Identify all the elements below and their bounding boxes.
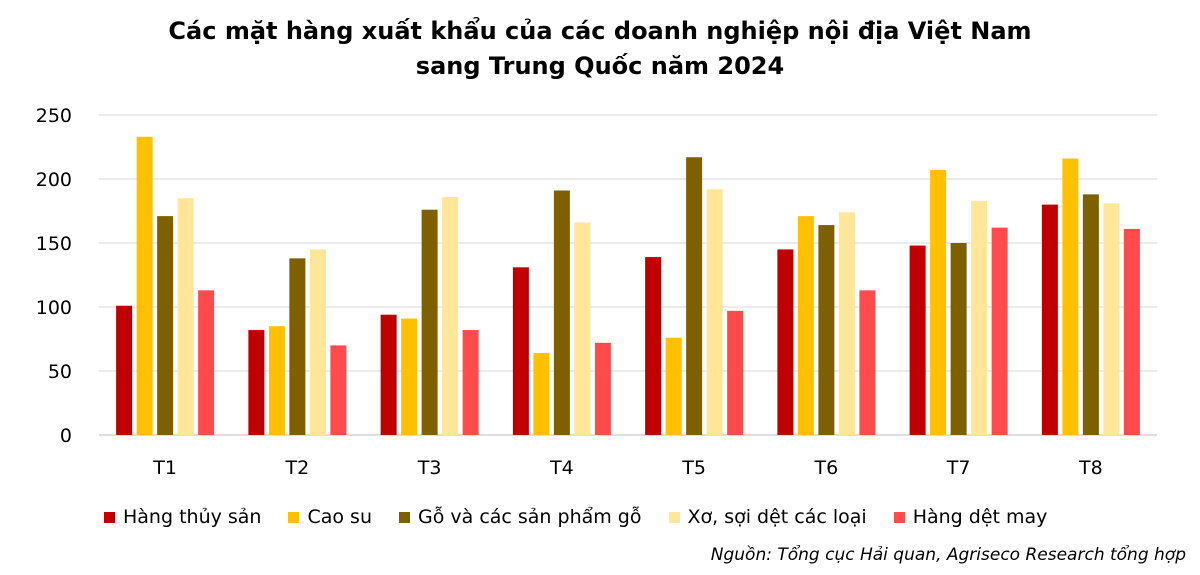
- bar-t7-series-1: [909, 245, 926, 435]
- x-tick-label: T3: [417, 457, 442, 479]
- legend-swatch: [288, 511, 300, 523]
- y-tick-label: 250: [36, 105, 72, 127]
- bar-t5-series-4: [706, 189, 723, 435]
- legend-item-2: Cao su: [288, 506, 372, 528]
- x-tick-label: T5: [681, 457, 706, 479]
- bar-t1-series-1: [116, 305, 133, 435]
- bar-t5-series-5: [727, 310, 744, 435]
- legend-label: Gỗ và các sản phẩm gỗ: [418, 506, 642, 528]
- legend-label: Hàng thủy sản: [123, 506, 262, 528]
- y-tick-label: 0: [60, 425, 72, 447]
- y-tick-label: 50: [48, 361, 72, 383]
- bar-t6-series-1: [777, 249, 794, 435]
- bar-t5-series-1: [645, 257, 662, 435]
- bar-t2-series-2: [268, 326, 285, 435]
- legend-item-3: Gỗ và các sản phẩm gỗ: [399, 506, 642, 528]
- bar-t8-series-1: [1041, 204, 1058, 435]
- bar-t4-series-2: [533, 353, 550, 435]
- x-tick-label: T7: [946, 457, 971, 479]
- x-tick-label: T8: [1078, 457, 1103, 479]
- bar-t2-series-4: [309, 249, 326, 435]
- bar-t4-series-1: [512, 267, 529, 435]
- bar-t7-series-3: [950, 243, 967, 435]
- bar-t5-series-3: [686, 157, 703, 436]
- chart-title-line-2: sang Trung Quốc năm 2024: [415, 52, 785, 80]
- bar-t3-series-5: [462, 330, 479, 435]
- y-tick-label: 150: [36, 233, 72, 255]
- bar-t4-series-4: [574, 222, 591, 435]
- bar-t7-series-4: [971, 200, 988, 435]
- legend-item-4: Xơ, sợi dệt các loại: [668, 506, 867, 528]
- x-tick-label: T2: [285, 457, 310, 479]
- bar-t7-series-2: [930, 170, 947, 436]
- bar-t4-series-3: [553, 190, 570, 435]
- bar-t1-series-2: [136, 136, 153, 435]
- bar-t6-series-3: [818, 225, 835, 435]
- legend: Hàng thủy sản Cao su Gỗ và các sản phẩm gỗ…: [104, 503, 1074, 531]
- x-tick-label: T4: [549, 457, 574, 479]
- bar-t7-series-5: [991, 227, 1008, 435]
- legend-label: Xơ, sợi dệt các loại: [687, 506, 867, 528]
- legend-swatch: [893, 511, 905, 523]
- bar-chart: 0 50 100 150 200 250 T1 T2 T3 T4 T5 T6 T7 T8: [36, 105, 1157, 479]
- y-tick-label: 100: [36, 297, 72, 319]
- bar-t6-series-2: [797, 216, 814, 435]
- bar-t8-series-2: [1062, 158, 1079, 435]
- legend-swatch: [104, 511, 115, 523]
- x-tick-label: T1: [152, 457, 177, 479]
- bar-t6-series-4: [838, 212, 855, 435]
- legend-label: Cao su: [307, 506, 372, 528]
- legend-swatch: [399, 511, 410, 523]
- bar-t3-series-3: [421, 209, 438, 435]
- bar-t1-series-3: [157, 216, 174, 435]
- y-tick-label: 200: [36, 169, 72, 191]
- chart-title: Các mặt hàng xuất khẩu của các doanh ngh…: [0, 14, 1200, 84]
- bar-t8-series-5: [1123, 228, 1140, 435]
- bar-t2-series-5: [330, 345, 347, 435]
- legend-swatch: [668, 511, 680, 523]
- bar-t2-series-1: [248, 330, 265, 435]
- bar-t4-series-5: [594, 342, 611, 435]
- legend-item-5: Hàng dệt may: [893, 506, 1048, 528]
- bar-t3-series-2: [401, 318, 418, 435]
- bar-t1-series-4: [177, 198, 194, 435]
- bar-t8-series-3: [1082, 194, 1099, 435]
- bar-t3-series-4: [442, 196, 459, 435]
- x-tick-label: T6: [814, 457, 839, 479]
- bar-t1-series-5: [198, 290, 215, 435]
- source-note: Nguồn: Tổng cục Hải quan, Agriseco Resea…: [710, 545, 1186, 565]
- bar-t3-series-1: [380, 314, 397, 435]
- bar-t2-series-3: [289, 258, 306, 435]
- bar-t8-series-4: [1103, 203, 1120, 435]
- legend-item-1: Hàng thủy sản: [104, 506, 261, 528]
- bar-t6-series-5: [859, 290, 876, 435]
- chart-title-line-1: Các mặt hàng xuất khẩu của các doanh ngh…: [168, 17, 1032, 45]
- legend-label: Hàng dệt may: [912, 506, 1048, 528]
- bar-t5-series-2: [665, 337, 682, 435]
